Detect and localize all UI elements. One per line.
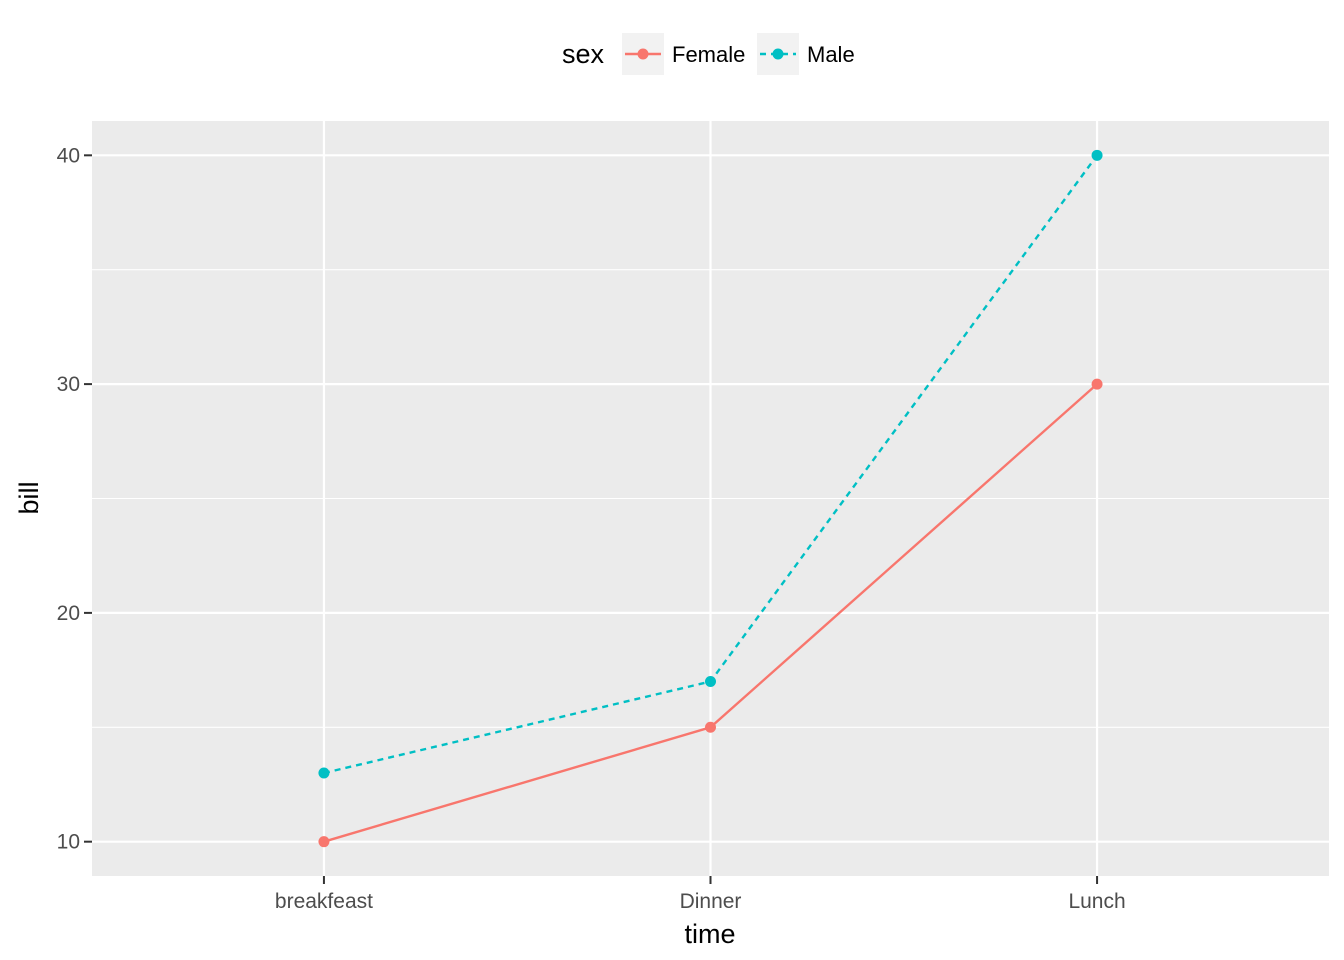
x-tick-label: Lunch xyxy=(1068,890,1125,913)
legend-key-point-male xyxy=(772,48,784,60)
point-male xyxy=(318,767,330,779)
y-axis: 10 20 30 40 xyxy=(57,144,92,854)
point-female xyxy=(1091,378,1103,390)
legend-title: sex xyxy=(562,39,605,69)
y-tick-label: 30 xyxy=(57,373,80,396)
legend-item-female: Female xyxy=(622,33,745,75)
x-tick-label: breakfeast xyxy=(275,890,373,913)
x-axis-title: time xyxy=(684,919,735,949)
y-tick-label: 40 xyxy=(57,144,80,167)
point-female xyxy=(705,721,716,733)
series-points xyxy=(318,149,1103,848)
point-male xyxy=(1091,149,1103,161)
legend-label-female: Female xyxy=(672,42,745,67)
x-axis: breakfeast Dinner Lunch xyxy=(275,876,1126,913)
y-axis-title: bill xyxy=(14,481,44,514)
y-tick-label: 20 xyxy=(57,602,80,625)
point-female xyxy=(318,836,330,848)
legend-label-male: Male xyxy=(807,42,855,67)
legend-key-point-female xyxy=(637,48,649,60)
major-gridlines xyxy=(92,121,1329,876)
y-tick-label: 10 xyxy=(57,831,80,854)
legend-item-male: Male xyxy=(757,33,855,75)
legend: sex Female Male xyxy=(562,33,855,75)
legend-items: Female Male xyxy=(622,33,855,75)
x-tick-label: Dinner xyxy=(680,890,742,913)
point-male xyxy=(705,676,716,688)
